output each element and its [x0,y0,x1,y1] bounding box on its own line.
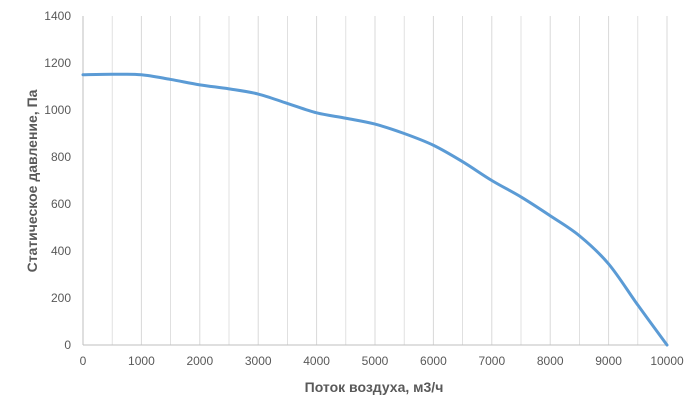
x-tick-labels: 0 1000 2000 3000 4000 5000 6000 7000 8000 9000 100… [80,354,684,368]
x-tick-label: 5000 [362,354,389,368]
x-tick-label: 0 [80,354,87,368]
x-tick-label: 10000 [650,354,684,368]
x-tick-label: 3000 [245,354,272,368]
x-tick-label: 2000 [186,354,213,368]
x-axis-title: Поток воздуха, м3/ч [305,379,444,395]
y-tick-label: 1200 [44,56,71,70]
x-tick-label: 8000 [537,354,564,368]
y-tick-label: 600 [51,197,71,211]
x-tick-label: 1000 [128,354,155,368]
y-tick-label: 0 [64,338,71,352]
y-tick-label: 200 [51,291,71,305]
series [81,72,669,347]
grid [82,16,668,345]
y-tick-label: 1000 [44,103,71,117]
series-line [81,72,669,347]
y-tick-labels: 0 200 400 600 800 1000 1200 1400 [44,9,71,352]
y-tick-label: 1400 [44,9,71,23]
x-tick-label: 7000 [478,354,505,368]
x-tick-label: 6000 [420,354,447,368]
y-tick-label: 400 [51,244,71,258]
x-tick-label: 4000 [303,354,330,368]
axes [82,16,667,346]
y-tick-label: 800 [51,150,71,164]
x-tick-label: 9000 [595,354,622,368]
y-axis-title: Статическое давление, Па [24,89,40,272]
